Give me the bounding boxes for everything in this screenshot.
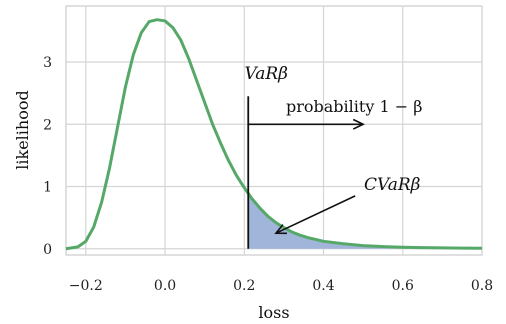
y-tick-label: 1: [43, 180, 52, 196]
y-tick-label: 2: [43, 117, 52, 133]
plot-area: [65, 5, 483, 256]
x-tick-label: 0.4: [312, 278, 334, 294]
y-tick-label: 0: [43, 242, 52, 258]
cvar-tail-shading: [248, 193, 482, 249]
x-tick-label: −0.2: [69, 278, 103, 294]
density-curve: [65, 18, 483, 251]
probability-label: probability 1 − β: [286, 97, 422, 116]
y-tick-label: 3: [43, 55, 52, 71]
arrow-head: [274, 224, 287, 235]
y-axis-label: likelihood: [13, 90, 32, 169]
x-tick-label: 0.2: [233, 278, 255, 294]
cvar-label: CVaRβ: [364, 175, 421, 195]
x-tick-label: 0.8: [471, 278, 493, 294]
cvar-arrow: [274, 195, 356, 235]
x-axis-label: loss: [258, 303, 289, 322]
var-label: VaRβ: [245, 64, 289, 84]
arrow-shaft: [275, 195, 356, 234]
x-tick-label: 0.0: [154, 278, 176, 294]
probability-arrow: [248, 118, 365, 130]
y-tick-labels: 0 1 2 3: [43, 55, 52, 258]
x-tick-label: 0.6: [392, 278, 414, 294]
x-tick-labels: −0.2 0.0 0.2 0.4 0.6 0.8: [69, 278, 493, 294]
arrow-head: [352, 118, 365, 130]
